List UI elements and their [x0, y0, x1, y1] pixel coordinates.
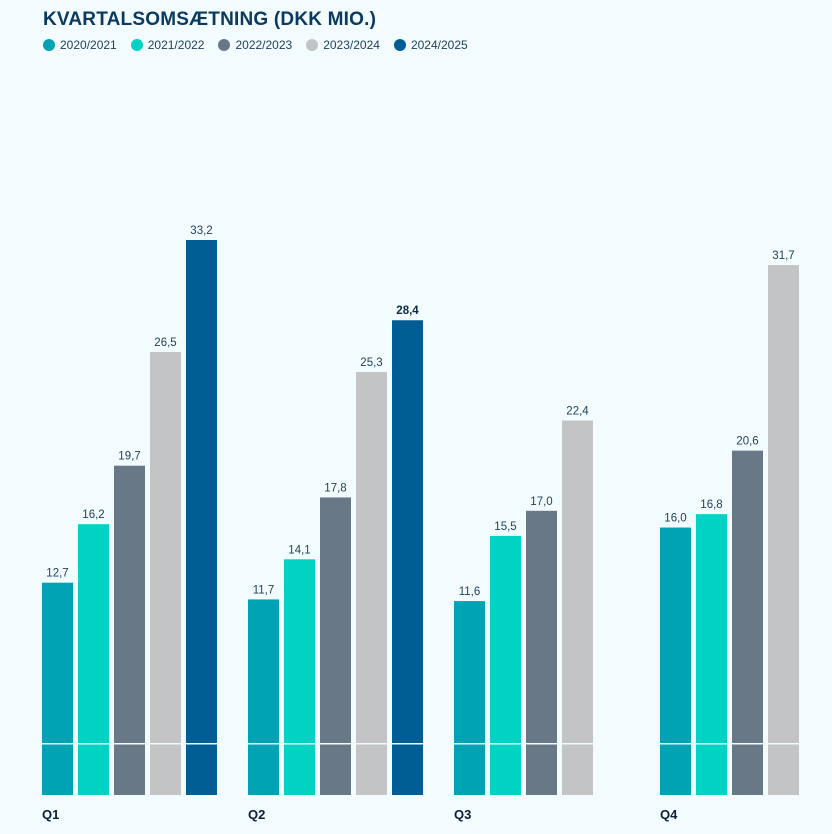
bar-q3-2021-2022 — [490, 535, 521, 795]
legend-swatch — [130, 39, 143, 51]
data-label: 14,1 — [288, 544, 310, 556]
data-label: 17,8 — [324, 482, 346, 494]
data-label: 15,5 — [494, 521, 516, 533]
bar-q4-2021-2022 — [696, 514, 727, 795]
legend-swatch — [393, 39, 406, 51]
legend-item-2023-2024: 2023/2024 — [306, 38, 380, 52]
data-label: 28,4 — [396, 305, 419, 317]
bar-q2-2020-2021 — [248, 599, 279, 795]
legend-swatch — [306, 39, 319, 51]
bar-q1-2022-2023 — [114, 465, 145, 795]
data-label: 19,7 — [118, 451, 140, 463]
bar-break — [320, 743, 351, 745]
legend-item-2022-2023: 2022/2023 — [218, 38, 292, 52]
bar-break — [248, 743, 279, 745]
legend-label: 2022/2023 — [235, 38, 293, 52]
category-label-q2: Q2 — [248, 807, 265, 822]
bar-break — [562, 743, 593, 745]
bar-break — [78, 743, 109, 745]
bar-q3-2020-2021 — [454, 601, 485, 795]
data-label: 16,2 — [82, 509, 104, 521]
bar-break — [42, 743, 73, 745]
category-label-q1: Q1 — [42, 807, 59, 822]
bar-break — [284, 743, 315, 745]
data-label: 22,4 — [566, 406, 589, 418]
data-label: 26,5 — [154, 337, 176, 349]
bar-q2-2022-2023 — [320, 497, 351, 795]
bar-break — [732, 743, 763, 745]
legend-swatch — [43, 39, 55, 51]
category-label-q3: Q3 — [454, 807, 471, 822]
bar-q2-2023-2024 — [356, 372, 387, 795]
data-label: 16,0 — [664, 513, 686, 525]
category-label-q4: Q4 — [660, 807, 678, 822]
data-label: 31,7 — [772, 250, 794, 262]
legend-label: 2020/2021 — [60, 38, 117, 52]
legend-swatch — [218, 39, 231, 51]
legend-item-2020-2021: 2020/2021 — [43, 38, 117, 52]
bar-break — [186, 743, 217, 745]
legend-label: 2023/2024 — [323, 38, 380, 52]
bar-break — [660, 743, 691, 745]
bar-break — [392, 743, 423, 745]
legend-label: 2024/2025 — [410, 38, 468, 52]
bar-q3-2022-2023 — [526, 510, 557, 795]
bar-break — [526, 743, 557, 745]
bar-q2-2021-2022 — [284, 559, 315, 795]
bar-break — [454, 743, 485, 745]
data-label: 33,2 — [190, 225, 212, 237]
bar-q1-2024-2025 — [186, 240, 217, 795]
data-label: 16,8 — [700, 499, 722, 511]
bar-q2-2024-2025 — [392, 320, 423, 795]
bar-q1-2021-2022 — [78, 524, 109, 795]
bar-q4-2022-2023 — [732, 450, 763, 795]
data-label: 20,6 — [736, 436, 758, 448]
legend-item-2024-2025: 2024/2025 — [393, 38, 468, 52]
bar-break — [114, 743, 145, 745]
legend-label: 2021/2022 — [147, 38, 205, 52]
bar-q1-2023-2024 — [150, 352, 181, 795]
data-label: 12,7 — [46, 568, 68, 580]
chart-title: KVARTALSOMSÆTNING (DKK MIO.) — [43, 9, 377, 30]
legend: 2020/2021 2021/2022 2022/2023 2023/2024 … — [43, 38, 468, 52]
bar-q1-2020-2021 — [42, 582, 73, 795]
bar-break — [696, 743, 727, 745]
data-label: 25,3 — [360, 357, 382, 369]
data-label: 17,0 — [530, 496, 552, 508]
bar-break — [768, 743, 799, 745]
data-label: 11,7 — [253, 584, 275, 596]
bar-break — [150, 743, 181, 745]
bar-break — [490, 743, 521, 745]
bar-break — [356, 743, 387, 745]
legend-item-2021-2022: 2021/2022 — [130, 38, 205, 52]
data-label: 11,6 — [459, 586, 481, 598]
bar-q3-2023-2024 — [562, 420, 593, 795]
bar-q4-2020-2021 — [660, 527, 691, 795]
bar-q4-2023-2024 — [768, 265, 799, 795]
